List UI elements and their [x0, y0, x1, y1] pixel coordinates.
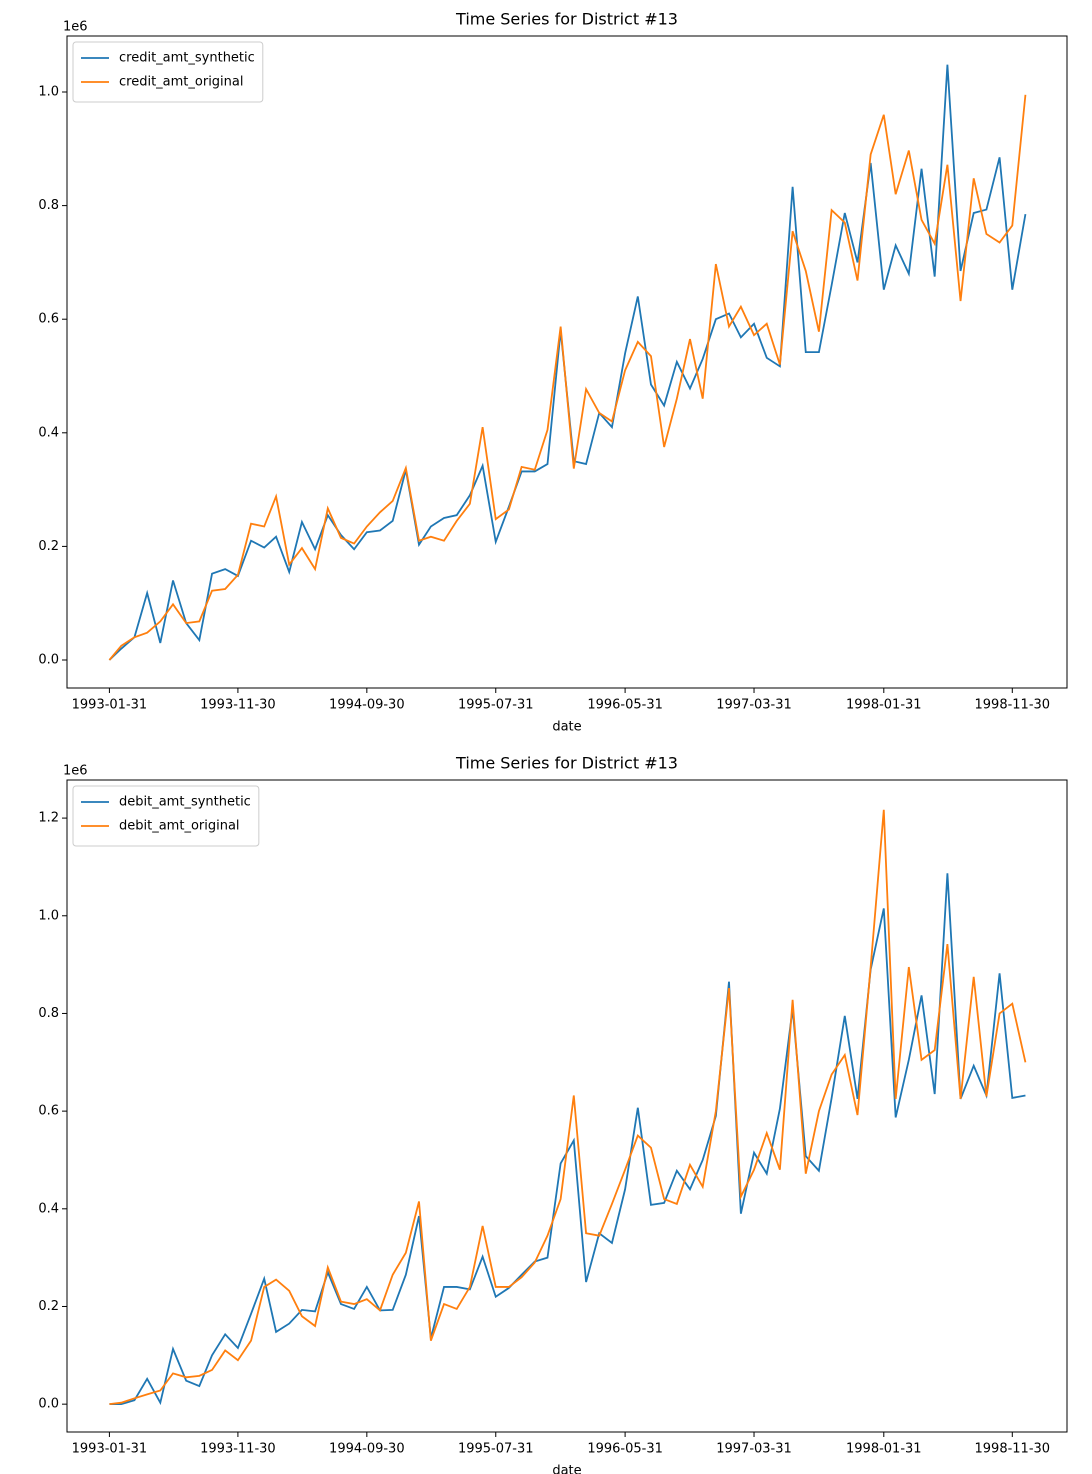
x-tick-label: 1995-07-31: [458, 1442, 534, 1457]
y-offset-label: 1e6: [63, 764, 88, 779]
x-tick-label: 1993-11-30: [200, 698, 276, 713]
legend-label: debit_amt_original: [119, 819, 240, 834]
chart-title: Time Series for District #13: [455, 754, 678, 773]
y-tick-label: 0.0: [38, 652, 59, 667]
y-tick-label: 1.2: [38, 811, 59, 826]
x-tick-label: 1993-01-31: [72, 1442, 148, 1457]
y-tick-label: 0.8: [38, 1006, 59, 1021]
series-line: [108, 64, 1027, 661]
x-tick-label: 1994-09-30: [329, 698, 405, 713]
y-tick-label: 0.4: [38, 425, 59, 440]
y-tick-label: 0.0: [38, 1397, 59, 1412]
series-line: [108, 94, 1027, 661]
y-tick-label: 1.0: [38, 85, 59, 100]
y-offset-label: 1e6: [63, 20, 88, 35]
x-tick-label: 1996-05-31: [587, 698, 663, 713]
y-tick-label: 0.2: [38, 539, 59, 554]
y-tick-label: 0.2: [38, 1299, 59, 1314]
y-tick-label: 0.8: [38, 198, 59, 213]
x-tick-label: 1994-09-30: [329, 1442, 405, 1457]
x-tick-label: 1998-01-31: [846, 698, 922, 713]
x-axis-label: date: [552, 720, 581, 735]
legend-label: credit_amt_original: [119, 75, 243, 90]
x-tick-label: 1995-07-31: [458, 698, 534, 713]
series-line: [109, 809, 1027, 1406]
y-tick-label: 0.6: [38, 312, 59, 327]
x-tick-label: 1996-05-31: [587, 1442, 663, 1457]
x-tick-label: 1993-01-31: [72, 698, 148, 713]
x-axis-label: date: [552, 1464, 581, 1474]
legend-label: debit_amt_synthetic: [119, 795, 251, 810]
y-tick-label: 1.0: [38, 908, 59, 923]
plot-frame: [66, 35, 1068, 689]
x-tick-label: 1998-11-30: [975, 698, 1051, 713]
y-tick-label: 0.4: [38, 1201, 59, 1216]
x-tick-label: 1993-11-30: [200, 1442, 276, 1457]
x-tick-label: 1997-03-31: [716, 1442, 792, 1457]
legend-label: credit_amt_synthetic: [119, 51, 255, 66]
legend-box: [72, 41, 264, 103]
chart-title: Time Series for District #13: [455, 10, 678, 29]
x-tick-label: 1998-11-30: [975, 1442, 1051, 1457]
x-tick-label: 1998-01-31: [846, 1442, 922, 1457]
legend-box: [72, 785, 260, 847]
x-tick-label: 1997-03-31: [716, 698, 792, 713]
y-tick-label: 0.6: [38, 1104, 59, 1119]
plot-frame: [66, 779, 1068, 1433]
